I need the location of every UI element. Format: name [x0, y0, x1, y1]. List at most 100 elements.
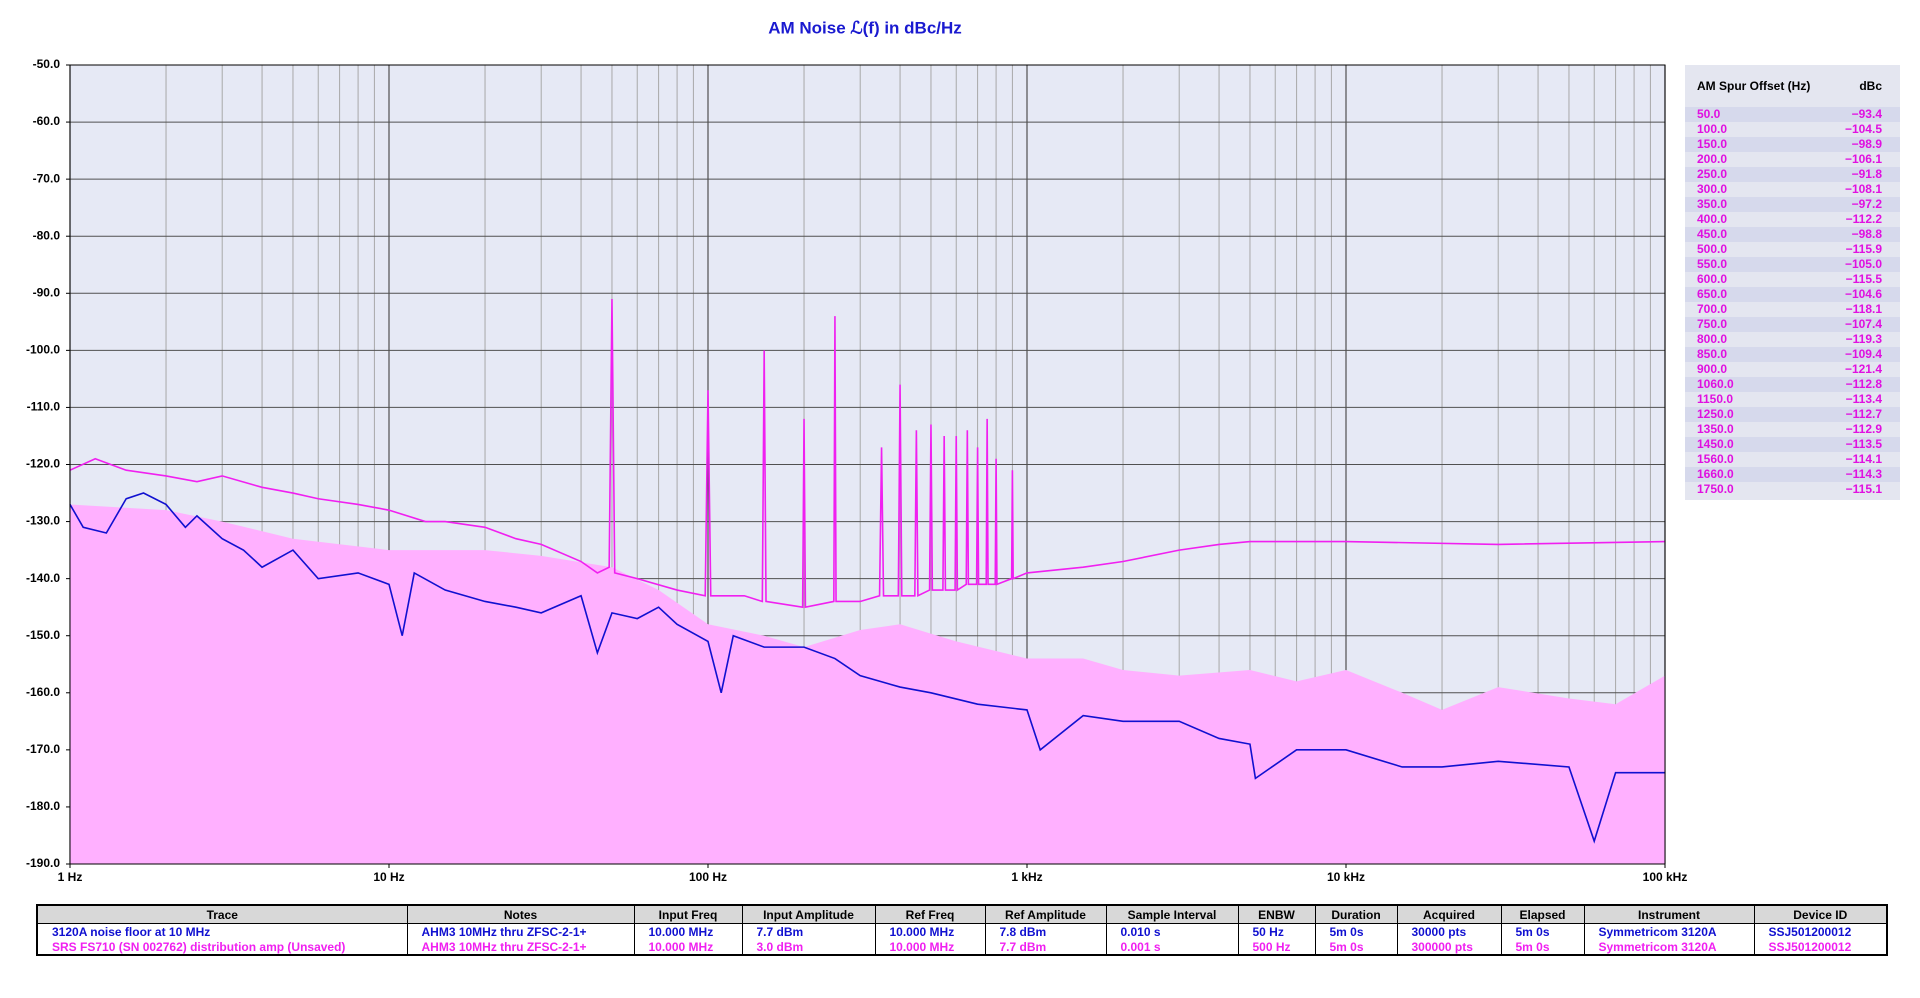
y-tick-label: -160.0	[26, 685, 60, 699]
spur-cell: −91.8	[1851, 167, 1882, 181]
spur-cell: −104.6	[1844, 287, 1882, 301]
trace-cell: 7.8 dBm	[984, 923, 1107, 939]
spur-cell: −97.2	[1851, 197, 1882, 211]
trace-cell: Symmetricom 3120A	[1583, 939, 1755, 955]
spur-cell: −114.3	[1845, 467, 1882, 481]
y-tick-label: -50.0	[33, 57, 61, 71]
spur-cell: −98.9	[1851, 137, 1882, 151]
spur-cell: −109.4	[1844, 347, 1882, 361]
header-cell: Instrument	[1583, 904, 1755, 924]
trace-cell: AHM3 10MHz thru ZFSC-2-1+	[406, 923, 635, 939]
spur-cell: 700.0	[1697, 302, 1728, 316]
spur-cell: −114.1	[1845, 452, 1882, 466]
x-tick-label: 1 kHz	[1011, 870, 1042, 884]
x-tick-label: 10 kHz	[1327, 870, 1365, 884]
header-cell: Ref Freq	[874, 904, 986, 924]
spur-cell: 1350.0	[1697, 422, 1734, 436]
y-tick-label: -130.0	[26, 514, 60, 528]
y-tick-label: -100.0	[26, 343, 60, 357]
spur-row: 300.0 −108.1	[1685, 182, 1900, 197]
trace-cell: 5m 0s	[1314, 923, 1398, 939]
spur-table: AM Spur Offset (Hz) dBc 50.0 −93.4 100.0 −1…	[1685, 65, 1900, 500]
trace-cell: 5m 0s	[1314, 939, 1398, 955]
trace-table: Trace Notes Input Freq Input Amplitude Ref F…	[36, 904, 1888, 956]
spur-header-cell: dBc	[1859, 79, 1882, 93]
trace-cell: 7.7 dBm	[741, 923, 876, 939]
spur-cell: 350.0	[1697, 197, 1728, 211]
spur-cell: 1060.0	[1697, 377, 1734, 391]
header-cell: ENBW	[1237, 904, 1316, 924]
header-cell: Notes	[406, 904, 635, 924]
legend-entry: 3120A noise floor at 10 MHz	[36, 923, 408, 939]
legend-entry: SRS FS710 (SN 002762) distribution amp (…	[36, 939, 408, 955]
spur-cell: 650.0	[1697, 287, 1728, 301]
series-line	[69, 298, 1666, 609]
spur-cell: −112.7	[1845, 407, 1882, 421]
spur-row: 700.0 −118.1	[1685, 302, 1900, 317]
header-cell: Elapsed	[1500, 904, 1585, 924]
spur-cell: 600.0	[1697, 272, 1728, 286]
spur-cell: 1250.0	[1697, 407, 1734, 421]
y-tick-label: -110.0	[27, 400, 61, 414]
spur-cell: 300.0	[1697, 182, 1728, 196]
trace-row: 3120A noise floor at 10 MHz AHM3 10MHz th…	[36, 923, 1888, 939]
spur-cell: 750.0	[1697, 317, 1728, 331]
spur-row: 550.0 −105.0	[1685, 257, 1900, 272]
spur-row: 1150.0 −113.4	[1685, 392, 1900, 407]
y-tick-label: -190.0	[26, 856, 60, 870]
spur-cell: −112.9	[1845, 422, 1882, 436]
trace-cell: 10.000 MHz	[874, 923, 986, 939]
header-cell: Input Amplitude	[741, 904, 876, 924]
spur-cell: 550.0	[1697, 257, 1728, 271]
trace-cell: SSJ501200012	[1753, 939, 1888, 955]
spur-cell: −104.5	[1844, 122, 1882, 136]
x-tick-label: 1 Hz	[58, 870, 83, 884]
y-tick-label: -150.0	[26, 628, 60, 642]
trace-cell: 0.010 s	[1105, 923, 1239, 939]
trace-cell: 300000 pts	[1396, 939, 1502, 955]
spur-cell: 850.0	[1697, 347, 1728, 361]
spur-cell: 450.0	[1697, 227, 1728, 241]
spur-row: 900.0 −121.4	[1685, 362, 1900, 377]
trace-cell: SSJ501200012	[1753, 923, 1888, 939]
trace-cell: 0.001 s	[1105, 939, 1239, 955]
spur-header-cell: AM Spur Offset (Hz)	[1697, 79, 1811, 93]
trace-cell: 3.0 dBm	[741, 939, 876, 955]
x-tick-label: 100 kHz	[1643, 870, 1688, 884]
spur-row: 1750.0 −115.1	[1685, 482, 1900, 497]
spur-cell: −113.5	[1845, 437, 1882, 451]
spur-cell: −98.8	[1851, 227, 1882, 241]
spur-row: 50.0 −93.4	[1685, 107, 1900, 122]
spur-cell: 200.0	[1697, 152, 1728, 166]
trace-cell: 7.7 dBm	[984, 939, 1107, 955]
trace-cell: 500 Hz	[1237, 939, 1316, 955]
area	[70, 504, 1665, 864]
trace-cell: 10.000 MHz	[633, 923, 743, 939]
header-cell: Sample Interval	[1105, 904, 1239, 924]
x-tick-label: 100 Hz	[689, 870, 727, 884]
spur-row: 1350.0 −112.9	[1685, 422, 1900, 437]
trace-cell: 5m 0s	[1500, 923, 1585, 939]
y-tick-label: -170.0	[26, 742, 60, 756]
spur-cell: 500.0	[1697, 242, 1728, 256]
y-tick-label: -80.0	[33, 228, 61, 242]
spur-cell: −115.9	[1845, 242, 1882, 256]
spur-cell: −108.1	[1844, 182, 1882, 196]
spur-row: 800.0 −119.3	[1685, 332, 1900, 347]
spur-cell: −107.4	[1844, 317, 1882, 331]
spur-row: 500.0 −115.9	[1685, 242, 1900, 257]
spur-row: 1060.0 −112.8	[1685, 377, 1900, 392]
y-tick-label: -60.0	[33, 114, 61, 128]
header-cell: Acquired	[1396, 904, 1502, 924]
spur-cell: −112.8	[1845, 377, 1882, 391]
header-cell: Device ID	[1753, 904, 1888, 924]
trace-row: SRS FS710 (SN 002762) distribution amp (…	[36, 939, 1888, 955]
series-layer	[69, 298, 1666, 864]
header-row: Trace Notes Input Freq Input Amplitude Ref F…	[36, 904, 1888, 924]
spur-cell: −118.1	[1845, 302, 1882, 316]
chart-title: AM Noise ℒ(f) in dBc/Hz	[768, 18, 962, 37]
spur-cell: −106.1	[1844, 152, 1882, 166]
trace-cell: 10.000 MHz	[633, 939, 743, 955]
spur-cell: 1150.0	[1697, 392, 1734, 406]
spur-cell: −115.1	[1845, 482, 1882, 496]
